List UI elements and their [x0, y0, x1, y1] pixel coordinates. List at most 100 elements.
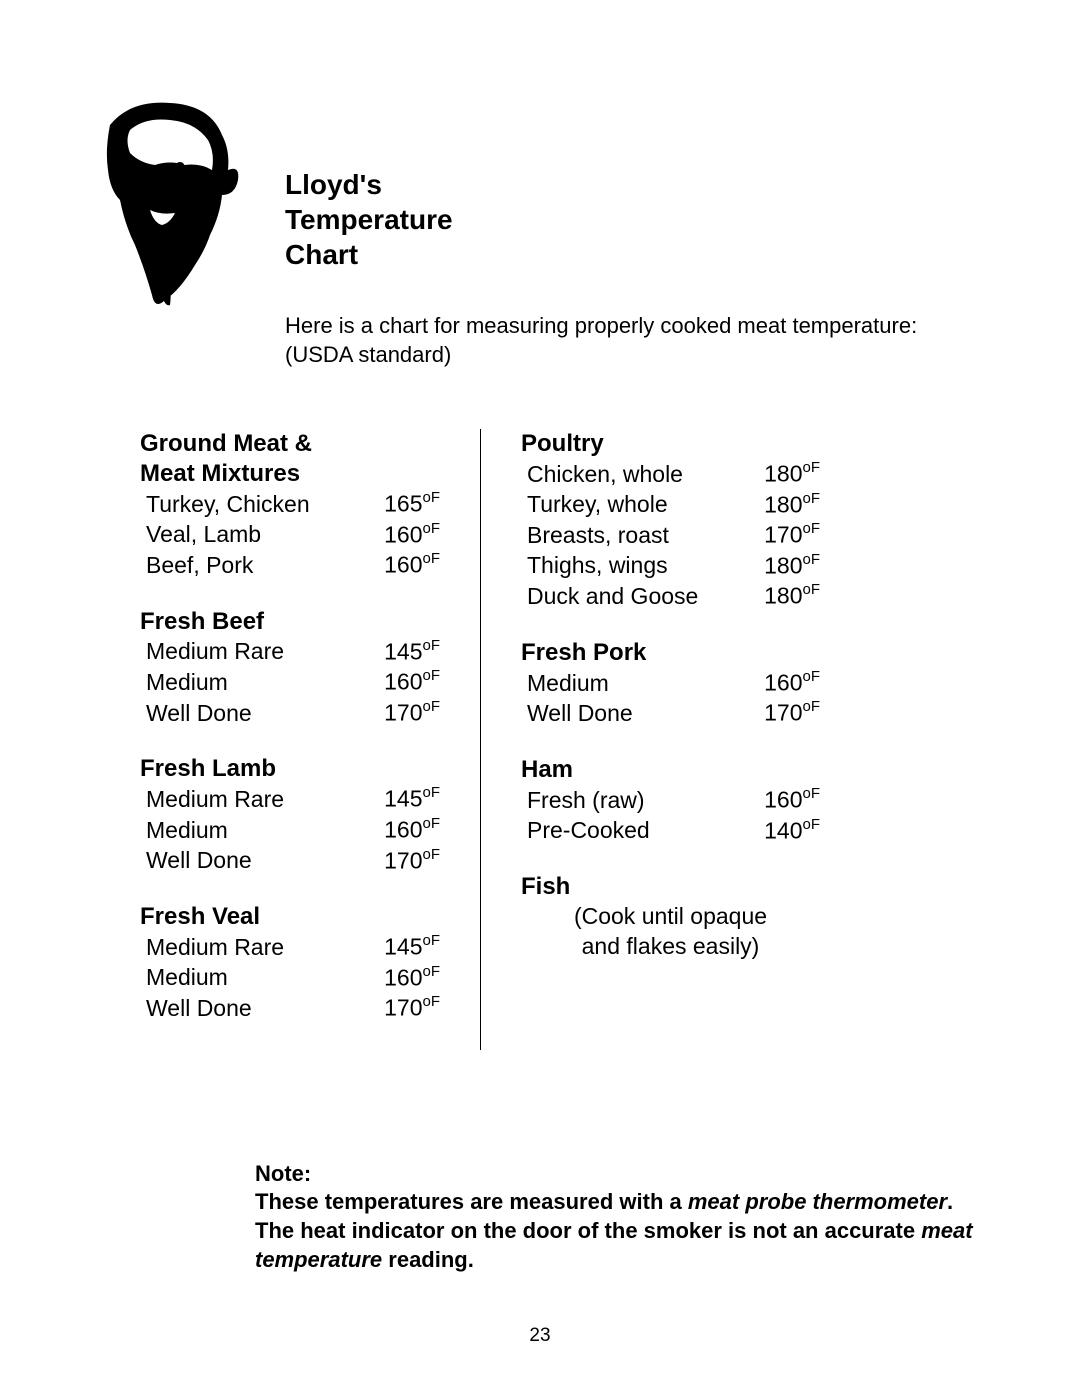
temp-row: Medium160oF: [140, 815, 440, 846]
temp-row: Pre-Cooked140oF: [521, 816, 820, 847]
temp-row: Turkey, whole180oF: [521, 490, 820, 521]
temp-label: Medium: [146, 963, 384, 993]
temp-value: 180oF: [764, 581, 820, 612]
header-row: Lloyd's Temperature Chart Here is a char…: [80, 95, 1000, 369]
temp-value: 140oF: [764, 816, 820, 847]
temp-label: Medium: [527, 669, 764, 699]
note-text-3: reading.: [382, 1247, 474, 1272]
title-line-1: Lloyd's: [285, 169, 382, 200]
temp-label: Thighs, wings: [527, 551, 764, 581]
temp-row: Thighs, wings180oF: [521, 551, 820, 582]
temp-label: Duck and Goose: [527, 582, 764, 612]
temp-row: Well Done170oF: [140, 846, 440, 877]
temp-row: Well Done170oF: [140, 698, 440, 729]
temp-row: Medium160oF: [140, 963, 440, 994]
section-heading: Ground Meat &Meat Mixtures: [140, 429, 440, 489]
temperature-columns: Ground Meat &Meat MixturesTurkey, Chicke…: [140, 429, 1000, 1050]
intro-text: Here is a chart for measuring properly c…: [285, 312, 917, 369]
temp-label: Chicken, whole: [527, 460, 764, 490]
temp-label: Turkey, Chicken: [146, 490, 384, 520]
page-number: 23: [0, 1325, 1080, 1347]
temp-value: 160oF: [384, 550, 440, 581]
chart-title: Lloyd's Temperature Chart: [285, 167, 917, 272]
temp-row: Medium160oF: [140, 667, 440, 698]
temp-section: Fresh PorkMedium160oFWell Done170oF: [521, 638, 820, 729]
temp-value: 170oF: [384, 846, 440, 877]
temp-value: 160oF: [384, 667, 440, 698]
temp-label: Fresh (raw): [527, 786, 764, 816]
temp-section: Fresh VealMedium Rare145oFMedium160oFWel…: [140, 902, 440, 1024]
portrait-illustration: [80, 95, 255, 315]
temp-value: 180oF: [764, 490, 820, 521]
temp-value: 160oF: [384, 963, 440, 994]
title-line-2: Temperature: [285, 204, 453, 235]
temp-label: Breasts, roast: [527, 521, 764, 551]
temp-label: Well Done: [146, 699, 384, 729]
temp-section: Fish(Cook until opaqueand flakes easily): [521, 872, 820, 962]
temp-label: Beef, Pork: [146, 551, 384, 581]
temp-label: Medium: [146, 668, 384, 698]
right-column: PoultryChicken, whole180oFTurkey, whole1…: [480, 429, 820, 1050]
section-heading: Fish: [521, 872, 820, 902]
temp-value: 170oF: [764, 698, 820, 729]
temp-value: 165oF: [384, 489, 440, 520]
temp-row: Well Done170oF: [140, 993, 440, 1024]
temp-label: Medium Rare: [146, 933, 384, 963]
section-heading: Poultry: [521, 429, 820, 459]
temp-value: 145oF: [384, 784, 440, 815]
note-text-1: These temperatures are measured with a: [255, 1189, 688, 1214]
intro-line-2: (USDA standard): [285, 342, 451, 367]
temp-value: 180oF: [764, 459, 820, 490]
temp-row: Duck and Goose180oF: [521, 581, 820, 612]
temp-value: 170oF: [384, 698, 440, 729]
temp-value: 145oF: [384, 637, 440, 668]
temp-value: 160oF: [764, 785, 820, 816]
temp-row: Well Done170oF: [521, 698, 820, 729]
temp-value: 160oF: [384, 815, 440, 846]
temp-row: Beef, Pork160oF: [140, 550, 440, 581]
note-italic-1: meat probe thermometer: [688, 1189, 947, 1214]
temp-value: 160oF: [384, 520, 440, 551]
temp-label: Turkey, whole: [527, 490, 764, 520]
intro-line-1: Here is a chart for measuring properly c…: [285, 313, 917, 338]
temp-row: Medium160oF: [521, 668, 820, 699]
temp-value: 160oF: [764, 668, 820, 699]
temp-row: Breasts, roast170oF: [521, 520, 820, 551]
section-note: (Cook until opaqueand flakes easily): [521, 902, 820, 962]
temp-value: 145oF: [384, 932, 440, 963]
header-text: Lloyd's Temperature Chart Here is a char…: [285, 95, 917, 369]
temp-label: Pre-Cooked: [527, 816, 764, 846]
note-block: Note: These temperatures are measured wi…: [255, 1160, 975, 1274]
temp-label: Well Done: [527, 699, 764, 729]
section-heading: Fresh Beef: [140, 607, 440, 637]
temp-row: Medium Rare145oF: [140, 932, 440, 963]
page: Lloyd's Temperature Chart Here is a char…: [0, 0, 1080, 1274]
title-line-3: Chart: [285, 239, 358, 270]
temp-label: Medium Rare: [146, 637, 384, 667]
section-heading: Fresh Lamb: [140, 754, 440, 784]
temp-section: PoultryChicken, whole180oFTurkey, whole1…: [521, 429, 820, 612]
temp-section: Ground Meat &Meat MixturesTurkey, Chicke…: [140, 429, 440, 581]
temp-section: HamFresh (raw)160oFPre-Cooked140oF: [521, 755, 820, 846]
temp-row: Fresh (raw)160oF: [521, 785, 820, 816]
section-heading: Fresh Veal: [140, 902, 440, 932]
temp-label: Well Done: [146, 846, 384, 876]
temp-value: 170oF: [384, 993, 440, 1024]
left-column: Ground Meat &Meat MixturesTurkey, Chicke…: [140, 429, 480, 1050]
temp-label: Medium: [146, 816, 384, 846]
temp-row: Chicken, whole180oF: [521, 459, 820, 490]
temp-label: Medium Rare: [146, 785, 384, 815]
temp-section: Fresh LambMedium Rare145oFMedium160oFWel…: [140, 754, 440, 876]
temp-label: Well Done: [146, 994, 384, 1024]
temp-label: Veal, Lamb: [146, 520, 384, 550]
temp-row: Veal, Lamb160oF: [140, 520, 440, 551]
temp-section: Fresh BeefMedium Rare145oFMedium160oFWel…: [140, 607, 440, 729]
note-heading: Note:: [255, 1161, 311, 1186]
temp-row: Turkey, Chicken165oF: [140, 489, 440, 520]
temp-row: Medium Rare145oF: [140, 637, 440, 668]
temp-row: Medium Rare145oF: [140, 784, 440, 815]
temp-value: 180oF: [764, 551, 820, 582]
section-heading: Ham: [521, 755, 820, 785]
temp-value: 170oF: [764, 520, 820, 551]
section-heading: Fresh Pork: [521, 638, 820, 668]
